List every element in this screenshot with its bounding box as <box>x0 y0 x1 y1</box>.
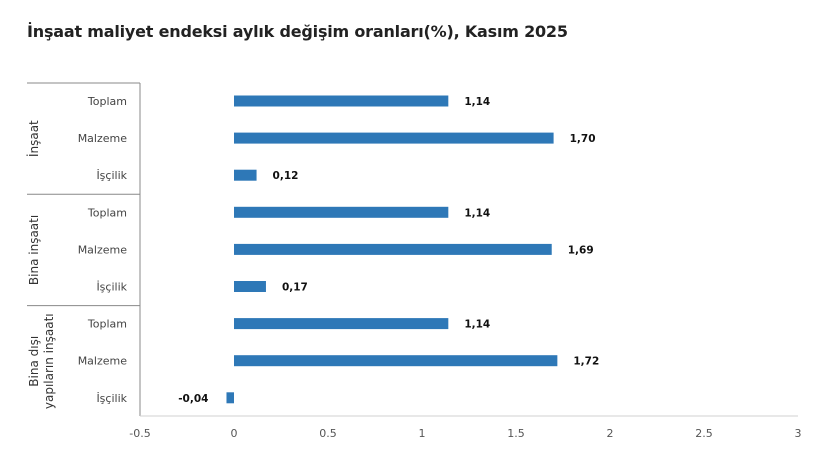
chart-title: İnşaat maliyet endeksi aylık değişim ora… <box>27 22 568 41</box>
data-label: 1,14 <box>464 319 490 331</box>
data-labels: 1,14 1,70 0,12 1,14 1,69 0,17 1,14 1,72 -0,04 <box>178 96 599 405</box>
category-labels: Toplam Malzeme İşçilik Toplam Malzeme İşçilik… <box>78 95 128 405</box>
group-label: Bina inşaatı <box>27 215 41 285</box>
category-label: Toplam <box>87 206 127 219</box>
category-label: Malzeme <box>78 355 128 368</box>
bar <box>234 206 449 218</box>
x-tick-label: 2 <box>607 427 614 440</box>
data-label: 1,72 <box>573 356 599 368</box>
category-label: İşçilik <box>96 392 127 405</box>
category-label: Toplam <box>87 95 127 108</box>
category-label: Malzeme <box>78 243 128 256</box>
data-label: 1,14 <box>464 207 490 219</box>
category-label: Toplam <box>87 318 127 331</box>
x-tick-label: -0.5 <box>129 427 150 440</box>
bar <box>234 169 257 181</box>
x-tick-label: 0.5 <box>319 427 337 440</box>
category-label: Malzeme <box>78 132 128 145</box>
category-label: İşçilik <box>96 281 127 294</box>
data-label: 1,14 <box>464 96 490 108</box>
group-label: Bina dışı <box>27 336 41 387</box>
x-axis: -0.5 0 0.5 1 1.5 2 2.5 3 <box>129 415 802 440</box>
x-tick-label: 1.5 <box>507 427 525 440</box>
group-label: İnşaat <box>26 120 41 157</box>
data-label: -0,04 <box>178 393 208 405</box>
x-tick-label: 3 <box>795 427 802 440</box>
data-label: 0,17 <box>282 282 308 294</box>
x-tick-label: 0 <box>231 427 238 440</box>
data-label: 1,69 <box>568 244 594 256</box>
bar <box>226 392 234 404</box>
category-label: İşçilik <box>96 169 127 182</box>
group-label: yapıların inşaatı <box>42 313 56 409</box>
data-label: 1,70 <box>570 133 596 145</box>
bar <box>234 95 449 107</box>
data-label: 0,12 <box>273 170 299 182</box>
x-tick-label: 2.5 <box>695 427 713 440</box>
x-tick-label: 1 <box>419 427 426 440</box>
bar <box>234 243 552 255</box>
bar <box>234 318 449 330</box>
group-separators <box>27 82 141 416</box>
bar <box>234 132 554 144</box>
bar <box>234 355 558 367</box>
bars <box>226 95 558 404</box>
group-labels: İnşaat Bina inşaatı Bina dışı yapıların inş… <box>26 120 56 409</box>
bar <box>234 281 266 292</box>
